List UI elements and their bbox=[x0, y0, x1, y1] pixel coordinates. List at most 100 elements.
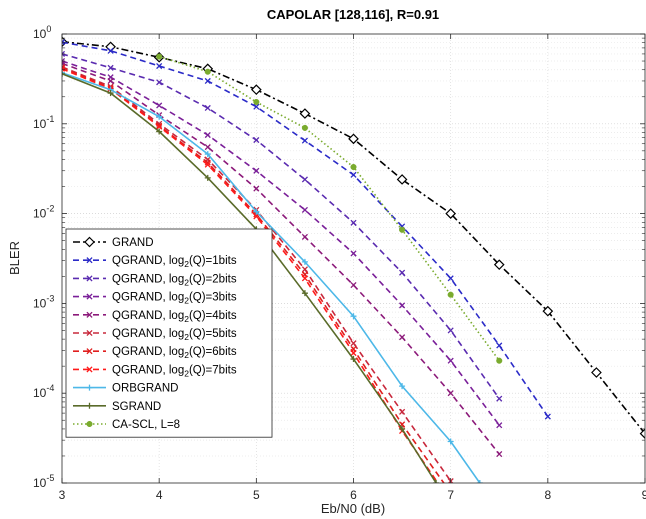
legend-item: QGRAND, log2(Q)=5bits bbox=[73, 328, 237, 342]
data-point bbox=[591, 367, 602, 378]
legend-label: QGRAND, log2(Q)=6bits bbox=[112, 346, 237, 360]
legend-item: QGRAND, log2(Q)=2bits bbox=[73, 273, 237, 287]
data-point bbox=[496, 395, 503, 402]
data-point bbox=[350, 349, 357, 357]
data-point bbox=[62, 70, 65, 77]
legend-item: QGRAND, log2(Q)=6bits bbox=[73, 346, 237, 360]
data-point bbox=[447, 390, 454, 397]
x-tick-label: 6 bbox=[350, 488, 357, 502]
legend-label: GRAND bbox=[112, 237, 154, 249]
data-point bbox=[350, 250, 357, 257]
data-point bbox=[447, 275, 454, 282]
data-point bbox=[62, 50, 66, 57]
data-point bbox=[156, 62, 163, 70]
y-tick-label: 10-5 bbox=[33, 473, 54, 490]
legend-marker bbox=[86, 275, 93, 282]
legend-item: ORBGRAND bbox=[73, 383, 178, 395]
data-point bbox=[301, 275, 308, 282]
data-point bbox=[496, 357, 503, 364]
data-point bbox=[250, 84, 262, 96]
data-point bbox=[156, 53, 163, 60]
legend-marker bbox=[86, 366, 93, 373]
data-point bbox=[156, 79, 163, 86]
data-point bbox=[62, 57, 66, 65]
x-tick-label: 3 bbox=[59, 488, 66, 502]
data-point bbox=[348, 133, 359, 145]
data-point bbox=[204, 68, 211, 75]
data-point bbox=[62, 65, 66, 72]
data-point bbox=[62, 69, 65, 76]
data-point bbox=[301, 290, 308, 297]
data-point bbox=[447, 357, 454, 364]
legend-marker bbox=[86, 293, 93, 300]
legend-label: QGRAND, log2(Q)=3bits bbox=[112, 292, 237, 306]
data-point bbox=[496, 451, 503, 458]
data-point bbox=[299, 108, 311, 119]
series-line bbox=[62, 62, 500, 455]
legend-marker bbox=[86, 420, 93, 428]
x-tick-label: 4 bbox=[156, 488, 163, 502]
legend-item: GRAND bbox=[73, 236, 154, 249]
series-line bbox=[158, 55, 500, 362]
legend: GRAND QGRAND, log2(Q)=1bits QGRAND, log2(Q… bbox=[65, 228, 273, 438]
legend-item: QGRAND, log2(Q)=7bits bbox=[73, 364, 237, 378]
series-line bbox=[62, 60, 500, 426]
data-point bbox=[253, 167, 260, 174]
data-point bbox=[399, 302, 406, 309]
legend-item: CA-SCL, L=8 bbox=[73, 419, 180, 431]
data-point bbox=[156, 128, 163, 135]
data-point bbox=[204, 151, 211, 158]
data-point bbox=[253, 185, 260, 192]
chart-title: CAPOLAR [128,116], R=0.91 bbox=[267, 7, 439, 22]
y-tick-label: 10-3 bbox=[33, 293, 54, 310]
series-2 bbox=[62, 50, 503, 402]
data-point bbox=[156, 102, 163, 109]
data-point bbox=[253, 213, 260, 220]
data-point bbox=[107, 77, 114, 85]
data-point bbox=[350, 313, 357, 320]
data-point bbox=[396, 174, 408, 185]
data-point bbox=[204, 77, 211, 85]
data-point bbox=[350, 171, 357, 178]
data-point bbox=[156, 123, 163, 130]
data-point bbox=[399, 226, 406, 233]
data-point bbox=[350, 219, 357, 226]
data-point bbox=[496, 342, 503, 349]
data-point bbox=[301, 233, 308, 240]
x-axis-label: Eb/N0 (dB) bbox=[321, 501, 385, 516]
x-tick-label: 5 bbox=[253, 488, 260, 502]
data-point bbox=[301, 137, 308, 144]
data-point bbox=[62, 39, 66, 46]
series-3 bbox=[62, 57, 503, 429]
data-point bbox=[447, 327, 454, 334]
series-8 bbox=[62, 69, 483, 483]
data-point bbox=[107, 47, 114, 54]
legend-label: ORBGRAND bbox=[112, 383, 178, 395]
legend-label: QGRAND, log2(Q)=4bits bbox=[112, 310, 237, 324]
data-point bbox=[301, 206, 308, 213]
legend-marker bbox=[86, 311, 93, 318]
data-point bbox=[350, 340, 357, 347]
data-point bbox=[399, 269, 406, 276]
data-point bbox=[542, 305, 554, 317]
data-point bbox=[399, 383, 406, 390]
y-tick-label: 10-2 bbox=[33, 204, 54, 221]
legend-label: QGRAND, log2(Q)=5bits bbox=[112, 328, 237, 342]
data-point bbox=[253, 208, 260, 215]
ticks: 3 4 5 6 7 8 9 100 10-1 10-2 10-3 10-4 10-5 bbox=[33, 24, 646, 502]
y-tick-label: 100 bbox=[33, 24, 51, 41]
series-4 bbox=[62, 60, 503, 458]
legend-label: CA-SCL, L=8 bbox=[112, 419, 180, 431]
legend-item: SGRAND bbox=[73, 401, 161, 413]
y-tick-label: 10-1 bbox=[33, 114, 54, 131]
data-point bbox=[204, 161, 211, 168]
x-tick-label: 8 bbox=[544, 488, 551, 502]
data-point bbox=[493, 259, 505, 271]
series-line bbox=[62, 53, 500, 400]
data-point bbox=[204, 144, 211, 151]
data-point bbox=[253, 103, 260, 110]
legend-marker bbox=[86, 402, 93, 409]
data-point bbox=[433, 480, 440, 483]
legend-label: QGRAND, log2(Q)=1bits bbox=[112, 255, 237, 269]
